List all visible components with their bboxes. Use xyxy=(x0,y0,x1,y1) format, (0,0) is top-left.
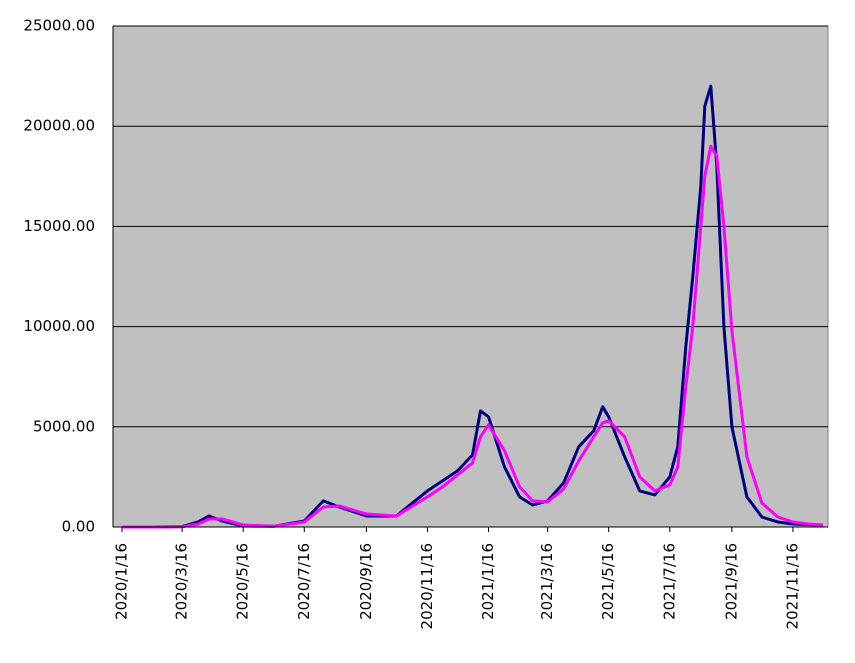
series-line xyxy=(122,144,824,529)
y-tick-label: 10000.00 xyxy=(23,317,95,335)
x-tick-label: 2021/5/16 xyxy=(599,543,617,620)
y-tick-label: 5000.00 xyxy=(33,417,95,435)
x-tick-label: 2020/3/16 xyxy=(173,543,191,620)
x-tick-label: 2021/11/16 xyxy=(783,543,801,629)
x-tick-label: 2020/7/16 xyxy=(295,543,313,620)
x-tick-label: 2021/3/16 xyxy=(538,543,556,620)
x-tick-label: 2020/11/16 xyxy=(418,543,436,629)
x-tick-label: 2021/7/16 xyxy=(660,543,678,620)
y-tick-label: 15000.00 xyxy=(23,217,95,235)
x-tick-label: 2021/1/16 xyxy=(479,543,497,620)
x-tick-label: 2021/9/16 xyxy=(722,543,740,620)
y-tick-label: 25000.00 xyxy=(23,17,95,35)
y-tick-label: 0.00 xyxy=(62,518,95,536)
x-tick-label: 2020/5/16 xyxy=(234,543,252,620)
x-tick-label: 2020/9/16 xyxy=(357,543,375,620)
plot-area xyxy=(112,25,829,528)
x-tick-label: 2020/1/16 xyxy=(113,543,131,620)
y-tick-label: 20000.00 xyxy=(23,117,95,135)
